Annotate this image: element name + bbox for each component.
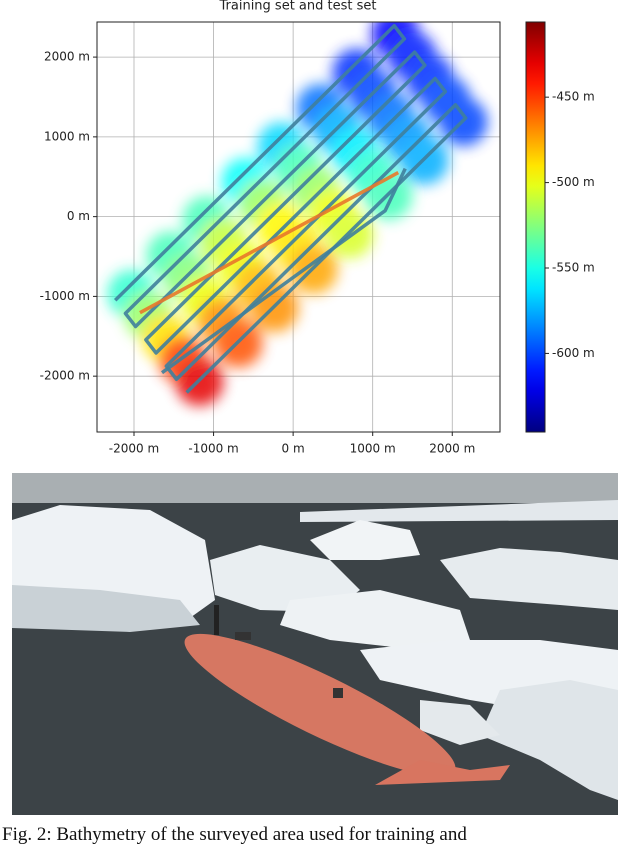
ice-floe bbox=[280, 590, 470, 650]
track-line bbox=[139, 171, 400, 315]
x-tick-label: 2000 m bbox=[429, 442, 475, 456]
auv-body bbox=[184, 633, 456, 777]
x-tick-label: 1000 m bbox=[350, 442, 396, 456]
colorbar-tick-label: -450 m bbox=[552, 90, 595, 104]
plot-area bbox=[97, 22, 500, 432]
colorbar-tick-label: -550 m bbox=[552, 261, 595, 275]
y-tick-label: 0 m bbox=[67, 209, 90, 223]
ice-floe bbox=[210, 545, 360, 612]
y-tick-label: -1000 m bbox=[40, 289, 90, 303]
colorbar bbox=[525, 21, 546, 433]
auv bbox=[184, 605, 510, 785]
caption: Fig. 2: Bathymetry of the surveyed area … bbox=[2, 824, 467, 845]
ice-floe bbox=[420, 700, 500, 745]
track-line bbox=[160, 167, 407, 375]
x-tick-label: -2000 m bbox=[109, 442, 159, 456]
far-ice bbox=[300, 500, 618, 522]
auv-fin bbox=[375, 760, 510, 785]
photo bbox=[12, 473, 618, 815]
y-tick-label: -2000 m bbox=[40, 369, 90, 383]
auv-sensor bbox=[235, 632, 251, 640]
y-tick-label: 2000 m bbox=[44, 50, 90, 64]
x-tick-label: 0 m bbox=[282, 442, 305, 456]
ice-floe bbox=[480, 680, 618, 800]
track-line bbox=[113, 23, 468, 394]
axes: -2000 m -1000 m 0 m 1000 m 2000 m 2000 m 1000 … bbox=[40, 50, 595, 456]
plot-frame bbox=[96, 21, 501, 433]
y-tick-label: 1000 m bbox=[44, 129, 90, 143]
colorbar-tick-label: -600 m bbox=[552, 346, 595, 360]
x-tick-label: -1000 m bbox=[188, 442, 238, 456]
chart-title: Training set and test set bbox=[219, 0, 377, 14]
ice-floe bbox=[310, 520, 420, 560]
ice-floe bbox=[440, 548, 618, 610]
auv-mast bbox=[214, 605, 219, 635]
ice-floe bbox=[12, 585, 200, 632]
auv-sensor bbox=[333, 688, 343, 698]
sky bbox=[12, 473, 618, 503]
colorbar-tick-label: -500 m bbox=[552, 175, 595, 189]
